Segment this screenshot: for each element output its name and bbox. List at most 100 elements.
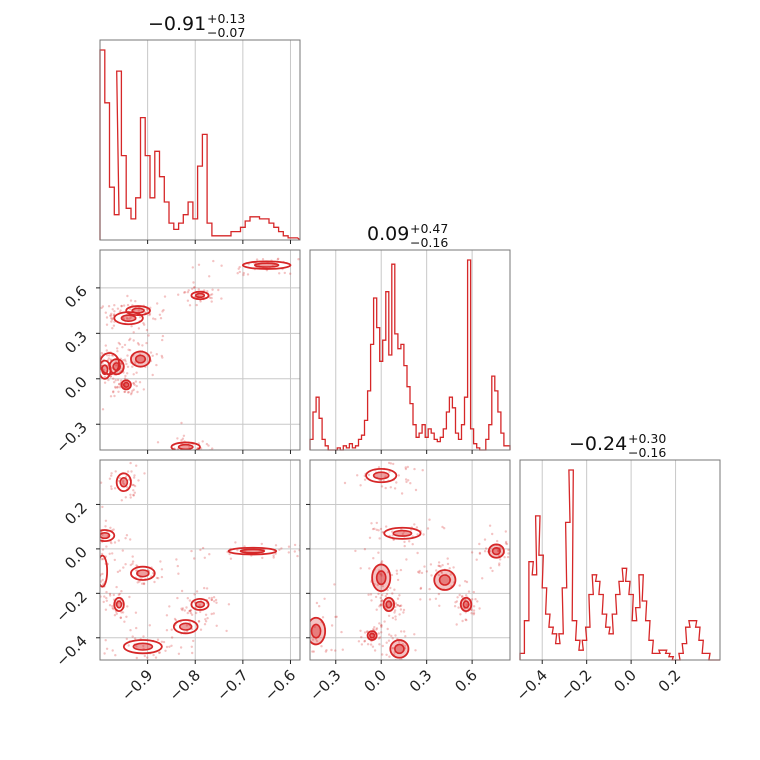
sample-point [104, 519, 108, 522]
sample-point [136, 342, 140, 345]
xtick-label-1-1: 0.0 [360, 666, 390, 696]
sample-point [112, 391, 115, 394]
sample-point [261, 556, 264, 560]
contour-inner-2_0-5 [194, 600, 206, 609]
sample-point [142, 582, 146, 585]
sample-point [121, 346, 124, 349]
sample-point [118, 382, 121, 386]
contour-outer-2_1-4 [383, 526, 422, 540]
sample-point [118, 386, 122, 389]
sample-point [134, 611, 138, 614]
sample-point [385, 592, 389, 596]
sample-point [137, 479, 140, 482]
sample-point [439, 565, 442, 568]
sample-point [130, 325, 133, 328]
sample-point [96, 538, 98, 540]
sample-point [377, 466, 381, 469]
xtick-label-0-2: −0.7 [213, 666, 251, 704]
contour-outer-2_0-5 [190, 597, 210, 611]
sample-point [188, 452, 190, 454]
contour-inner-2_1-1 [369, 632, 376, 639]
sample-point [414, 649, 417, 652]
sample-point [398, 613, 401, 616]
sample-point [377, 592, 380, 596]
sample-point [176, 596, 179, 600]
sample-point [109, 395, 113, 398]
sample-point [191, 287, 194, 291]
sample-point [86, 320, 88, 322]
sample-point [126, 354, 129, 357]
sample-point [389, 486, 392, 489]
sample-point [84, 535, 86, 537]
sample-point [437, 564, 440, 567]
sample-point [318, 605, 321, 608]
sample-point [320, 645, 323, 648]
sample-point [395, 572, 399, 575]
sample-point [195, 611, 198, 615]
sample-point [307, 624, 309, 626]
sample-point [319, 664, 321, 666]
sample-point [130, 470, 133, 473]
sample-point [92, 576, 94, 578]
sample-point [120, 379, 123, 382]
sample-point [315, 640, 319, 643]
sample-point [210, 596, 214, 600]
sample-point [387, 639, 391, 642]
sample-point [116, 386, 119, 389]
sample-point [274, 544, 278, 547]
contour-outer-2_1-9 [487, 543, 505, 559]
panel-frame-1-0 [99, 249, 301, 451]
sample-point [125, 615, 128, 618]
title-0-median: −0.91 [148, 13, 206, 35]
sample-point [283, 271, 286, 275]
sample-point [101, 408, 105, 411]
sample-point [118, 383, 121, 386]
sample-point [389, 586, 392, 590]
sample-point [287, 545, 291, 548]
sample-point [88, 403, 90, 405]
sample-point [354, 549, 357, 553]
contour-inner-2_0-7 [132, 642, 154, 651]
sample-point [384, 486, 387, 490]
sample-point [108, 354, 111, 357]
sample-point [187, 289, 190, 292]
sample-point [306, 631, 308, 633]
sample-point [236, 272, 239, 275]
sample-point [400, 630, 403, 633]
sample-point [191, 651, 194, 655]
sample-point [96, 389, 98, 391]
sample-point [367, 473, 371, 477]
sample-point [102, 600, 105, 604]
sample-point [419, 598, 422, 601]
sample-point [147, 334, 150, 337]
sample-point [83, 540, 85, 542]
sample-point [368, 536, 372, 539]
sample-point [118, 592, 121, 596]
sample-point [189, 609, 192, 612]
sample-point [438, 604, 441, 607]
ytick-label-2-1: −0.2 [52, 587, 90, 625]
sample-point [160, 354, 163, 358]
sample-point [183, 291, 186, 294]
sample-point [228, 552, 231, 556]
sample-point [214, 598, 218, 602]
sample-point [186, 299, 190, 302]
density-panel-1_0 [86, 253, 300, 454]
sample-point [195, 303, 198, 307]
sample-point [210, 300, 213, 303]
sample-point [177, 652, 181, 655]
sample-point [503, 556, 506, 559]
sample-point [307, 629, 309, 631]
sample-point [390, 634, 393, 638]
sample-point [399, 568, 403, 572]
sample-point [403, 644, 407, 647]
sample-point [110, 312, 113, 315]
sample-point [101, 548, 105, 551]
sample-point [402, 611, 405, 614]
sample-point [165, 645, 169, 649]
xtick-label-2-0: −0.4 [513, 666, 551, 704]
sample-point [498, 564, 501, 567]
sample-point [135, 384, 138, 388]
sample-point [158, 651, 161, 654]
sample-point [203, 556, 206, 559]
